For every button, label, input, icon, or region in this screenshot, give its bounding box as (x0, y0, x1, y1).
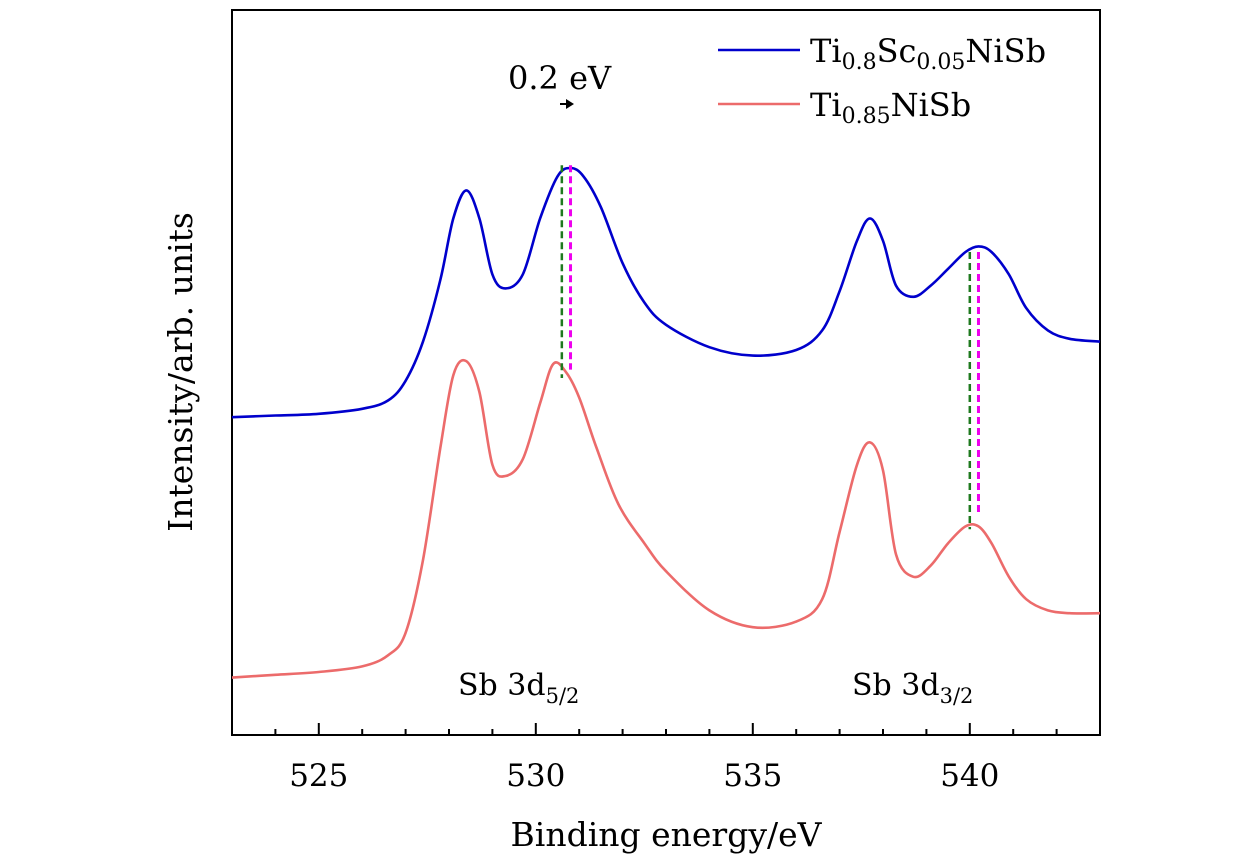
legend-label-series-2-tail: NiSb (891, 86, 972, 124)
legend-label-series-2-main: Ti (810, 86, 842, 124)
legend-label-series-2: Ti0.85NiSb (810, 86, 971, 129)
peak-label-sb3d32-main: Sb 3d (852, 668, 940, 703)
x-tick-label: 540 (940, 758, 999, 794)
series-layer (231, 166, 1101, 679)
x-axis-label: Binding energy/eV (511, 815, 823, 854)
legend-label-series-1-mid: Sc (877, 32, 917, 70)
series-line-2 (231, 358, 1101, 679)
series-line-1 (231, 166, 1101, 419)
shift-label: 0.2 eV (508, 59, 612, 97)
peak-label-sb3d52: Sb 3d5/2 (458, 668, 579, 708)
peak-label-sb3d52-main: Sb 3d (458, 668, 546, 703)
peak-label-sb3d32: Sb 3d3/2 (852, 668, 973, 708)
legend-label-series-1-main: Ti (810, 32, 842, 70)
legend-label-series-1-sub2: 0.05 (916, 50, 965, 75)
x-ticks (231, 723, 1101, 735)
legend-label-series-1-sub1: 0.8 (842, 50, 877, 75)
peak-label-sb3d52-sub: 5/2 (546, 684, 580, 708)
legend-label-series-1-tail: NiSb (965, 32, 1046, 70)
legend-label-series-2-sub1: 0.85 (842, 104, 891, 129)
y-axis-label: Intensity/arb. units (161, 212, 200, 532)
shift-arrow-head (566, 99, 574, 109)
legend-label-series-1: Ti0.8Sc0.05NiSb (810, 32, 1046, 75)
marker-layer (560, 165, 980, 530)
x-tick-label: 535 (723, 758, 782, 794)
legend: Ti0.8Sc0.05NiSb Ti0.85NiSb (718, 32, 1046, 129)
x-tick-label: 530 (506, 758, 565, 794)
x-tick-labels: 525 530 535 540 (289, 758, 999, 794)
peak-label-sb3d32-sub: 3/2 (940, 684, 974, 708)
x-tick-label: 525 (289, 758, 348, 794)
